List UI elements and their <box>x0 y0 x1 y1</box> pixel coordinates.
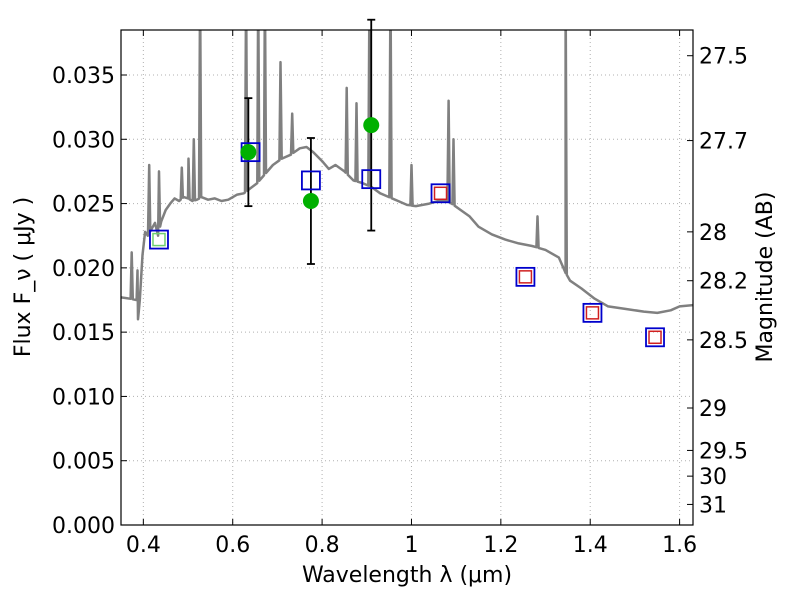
markers <box>149 18 665 348</box>
model-inner-marker <box>152 232 166 247</box>
y-tick-label: 0.010 <box>52 385 115 410</box>
right-tick-label: 27.7 <box>699 130 748 155</box>
y-tick-label: 0.000 <box>52 514 115 539</box>
y-axis-label-right: Magnitude (AB) <box>753 192 778 363</box>
x-tick-label: 1.4 <box>573 533 608 558</box>
model-inner-marker <box>648 330 662 345</box>
y-tick-label: 0.005 <box>52 450 115 475</box>
plot-frame <box>120 29 694 526</box>
right-tick-label: 30 <box>699 465 727 490</box>
sed-spectrum-line <box>121 30 693 321</box>
right-tick-label: 31 <box>699 493 727 518</box>
x-tick-label: 0.4 <box>126 533 161 558</box>
model-point-box <box>645 327 665 348</box>
x-tick-label: 1 <box>404 533 418 558</box>
y-axis-label-left: Flux F_ν ( μJy ) <box>11 197 36 357</box>
model-point-box <box>361 169 382 190</box>
observed-point <box>363 117 380 134</box>
model-inner-marker <box>433 186 448 201</box>
x-tick-label: 1.6 <box>662 533 697 558</box>
x-tick-label: 1.2 <box>483 533 518 558</box>
x-tick-label: 0.6 <box>215 533 250 558</box>
right-tick-label: 29.5 <box>699 439 748 464</box>
model-point-box <box>515 266 536 287</box>
x-axis-label: Wavelength λ (μm) <box>302 563 512 588</box>
plot-area <box>121 30 693 321</box>
right-tick-label: 29 <box>699 397 727 422</box>
y-tick-label: 0.035 <box>52 64 115 89</box>
model-point-box <box>149 229 169 250</box>
y-tick-label: 0.030 <box>52 128 115 153</box>
model-point-box <box>430 183 451 204</box>
grid <box>121 30 693 526</box>
right-tick-label: 28 <box>699 221 727 246</box>
observed-point <box>302 193 319 209</box>
y-tick-label: 0.015 <box>52 321 115 346</box>
model-inner-marker <box>585 306 600 320</box>
model-point-box <box>582 302 603 323</box>
axes: 0.4 0.6 0.8 1 1.2 1.4 1.6 0.000 0.005 0.010 0.015 0… <box>52 30 748 558</box>
x-tick-label: 0.8 <box>305 533 340 558</box>
y-tick-label: 0.025 <box>52 193 115 218</box>
model-inner-marker <box>518 270 533 284</box>
right-tick-label: 28.2 <box>699 270 748 295</box>
observed-point <box>240 144 257 161</box>
right-tick-label: 28.5 <box>699 329 748 354</box>
right-tick-label: 27.5 <box>699 45 748 70</box>
y-tick-label: 0.020 <box>52 257 115 282</box>
model-point-box <box>301 170 321 191</box>
